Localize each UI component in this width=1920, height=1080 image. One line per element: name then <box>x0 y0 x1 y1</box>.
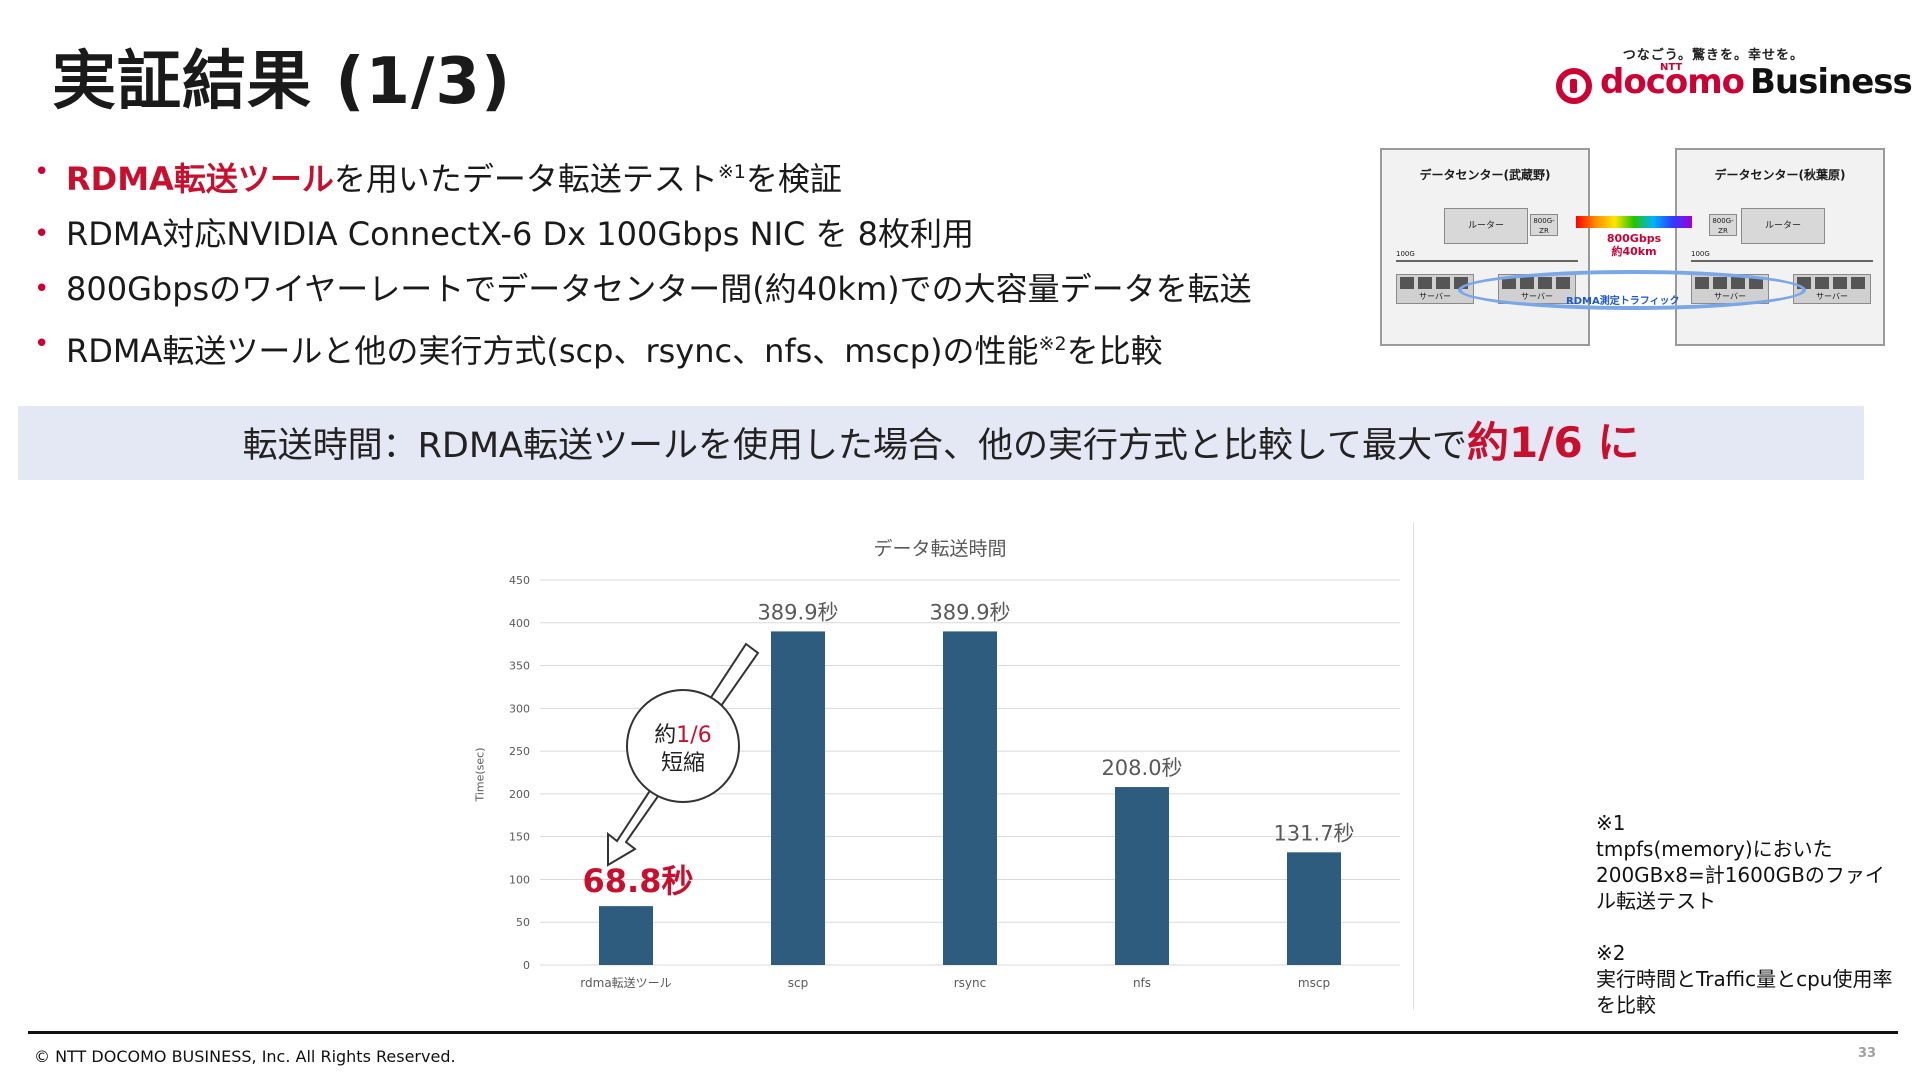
server-label: サーバー <box>1419 292 1451 301</box>
footer-divider <box>28 1031 1898 1034</box>
nic-icon <box>1851 277 1865 289</box>
reduction-callout-line2: 短縮 <box>661 751 705 776</box>
nic-icon <box>1833 277 1847 289</box>
y-tick-label: 400 <box>509 617 530 630</box>
bullet-text: 800Gbpsのワイヤーレートでデータセンター間(約40km)での大容量データを… <box>66 270 1252 308</box>
slide-title: 実証結果 (1/3) <box>52 45 512 119</box>
y-tick-label: 150 <box>509 831 530 844</box>
port-speed-left: 100G <box>1396 250 1415 258</box>
bullet-text: RDMA転送ツールと他の実行方式(scp、rsync、nfs、mscp)の性能 <box>66 332 1039 370</box>
nic-icon <box>1418 277 1432 289</box>
footnote-mark: ※2 <box>1596 941 1626 965</box>
logo-ntt: NTT <box>1660 62 1683 73</box>
link-speed: 800Gbps <box>1606 232 1662 245</box>
server-label: サーバー <box>1816 292 1848 301</box>
footnote-2: ※2 実行時間とTraffic量とcpu使用率を比較 <box>1596 940 1896 1018</box>
x-tick-label: mscp <box>1298 976 1330 990</box>
bar-chart-svg: 0 50 100 150 200 250 300 350 400 450 rdma転送ツール 68.8… <box>509 574 1400 990</box>
bar <box>1287 852 1341 965</box>
x-tick-label: rdma転送ツール <box>580 975 671 990</box>
router-right: ルーター <box>1741 208 1825 244</box>
banner-highlight: 約1/6 に <box>1466 418 1640 467</box>
reduction-prefix: 約 <box>654 723 676 748</box>
datacenter-right: データセンター(秋葉原) ルーター 800G-ZR 100G サーバー サーバー <box>1675 148 1885 346</box>
transfer-time-chart: データ転送時間 Time(sec) 0 50 100 150 200 250 300 350 4… <box>470 520 1410 1020</box>
bullet-highlight: RDMA転送ツール <box>66 160 334 198</box>
chart-title: データ転送時間 <box>873 538 1007 560</box>
network-diagram: データセンター(武蔵野) ルーター 800G-ZR 100G サーバー サーバー… <box>1380 148 1885 346</box>
logo-business: Business <box>1750 62 1913 102</box>
footnote-text: 実行時間とTraffic量とcpu使用率を比較 <box>1596 967 1893 1017</box>
page-number: 33 <box>1858 1046 1877 1061</box>
bullet-text: を比較 <box>1066 332 1163 370</box>
datacenter-right-title: データセンター(秋葉原) <box>1714 168 1846 182</box>
reduction-callout-circle <box>626 689 740 803</box>
footnote-ref: ※1 <box>717 161 746 183</box>
data-label: 389.9秒 <box>757 600 838 624</box>
y-tick-label: 450 <box>509 574 530 587</box>
zr-right: 800G-ZR <box>1709 214 1737 236</box>
footnote-text: tmpfs(memory)においた200GBx8=計1600GBのファイル転送テ… <box>1596 837 1885 913</box>
bus-left <box>1396 260 1578 262</box>
data-label: 131.7秒 <box>1273 821 1354 845</box>
footnote-ref: ※2 <box>1038 333 1067 355</box>
nic-icon <box>1815 277 1829 289</box>
bar <box>1115 787 1169 965</box>
nic-icon <box>1436 277 1450 289</box>
banner-text: 転送時間：RDMA転送ツールを使用した場合、他の実行方式と比較して最大で <box>242 426 1467 466</box>
bus-right <box>1691 260 1873 262</box>
bullet-text: を用いたデータ転送テスト <box>333 160 718 198</box>
docomo-mark-icon <box>1556 68 1592 104</box>
copyright: © NTT DOCOMO BUSINESS, Inc. All Rights R… <box>34 1047 456 1066</box>
footnote-mark: ※1 <box>1596 811 1626 835</box>
company-logo: つなごう。驚きを。幸せを。 docomo NTT Business <box>1556 40 1913 110</box>
datacenter-left: データセンター(武蔵野) ルーター 800G-ZR 100G サーバー サーバー <box>1380 148 1590 346</box>
y-tick-label: 200 <box>509 788 530 801</box>
bar <box>943 631 997 965</box>
bullet-item: RDMA対応NVIDIA ConnectX-6 Dx 100Gbps NIC を… <box>32 207 1362 262</box>
logo-tagline: つなごう。驚きを。幸せを。 <box>1622 48 1804 63</box>
reduction-ratio: 1/6 <box>676 723 711 748</box>
logo-docomo: docomo <box>1600 62 1745 102</box>
y-tick-label: 0 <box>523 959 530 972</box>
y-tick-label: 350 <box>509 660 530 673</box>
bullet-item: 800Gbpsのワイヤーレートでデータセンター間(約40km)での大容量データを… <box>32 262 1362 317</box>
datacenter-left-title: データセンター(武蔵野) <box>1419 168 1551 182</box>
result-banner: 転送時間：RDMA転送ツールを使用した場合、他の実行方式と比較して最大で約1/6… <box>18 406 1864 480</box>
bullet-item: RDMA転送ツールを用いたデータ転送テスト※1を検証 <box>32 145 1362 207</box>
x-tick-label: rsync <box>954 976 987 990</box>
data-label: 389.9秒 <box>929 600 1010 624</box>
port-speed-right: 100G <box>1691 250 1710 258</box>
server-right-2: サーバー <box>1793 274 1871 304</box>
data-label: 68.8秒 <box>583 862 694 900</box>
data-label: 208.0秒 <box>1101 756 1182 780</box>
bar <box>599 906 653 965</box>
bullet-item: RDMA転送ツールと他の実行方式(scp、rsync、nfs、mscp)の性能※… <box>32 317 1362 379</box>
bar <box>771 631 825 965</box>
y-tick-label: 250 <box>509 745 530 758</box>
bullet-text: を検証 <box>745 160 842 198</box>
nic-icon <box>1400 277 1414 289</box>
y-tick-label: 100 <box>509 873 530 886</box>
zr-left: 800G-ZR <box>1530 214 1558 236</box>
bullet-text: RDMA対応NVIDIA ConnectX-6 Dx 100Gbps NIC を… <box>66 215 975 253</box>
traffic-label: RDMA測定トラフィック <box>1566 296 1680 307</box>
link-distance: 約40km <box>1611 245 1657 258</box>
traffic-loop-icon <box>1458 270 1806 310</box>
x-tick-label: nfs <box>1133 976 1151 990</box>
bullet-list: RDMA転送ツールを用いたデータ転送テスト※1を検証 RDMA対応NVIDIA … <box>32 145 1362 379</box>
y-tick-label: 50 <box>516 916 530 929</box>
link-800g-rainbow <box>1576 216 1692 228</box>
y-tick-label: 300 <box>509 702 530 715</box>
reduction-callout-line1: 約1/6 <box>654 723 711 748</box>
chart-divider <box>1413 522 1414 1010</box>
footnote-1: ※1 tmpfs(memory)においた200GBx8=計1600GBのファイル… <box>1596 810 1896 914</box>
footnotes: ※1 tmpfs(memory)においた200GBx8=計1600GBのファイル… <box>1596 810 1896 1044</box>
router-left: ルーター <box>1444 208 1528 244</box>
link-speed-label: 800Gbps 約40km <box>1592 232 1676 258</box>
x-tick-label: scp <box>788 976 808 990</box>
